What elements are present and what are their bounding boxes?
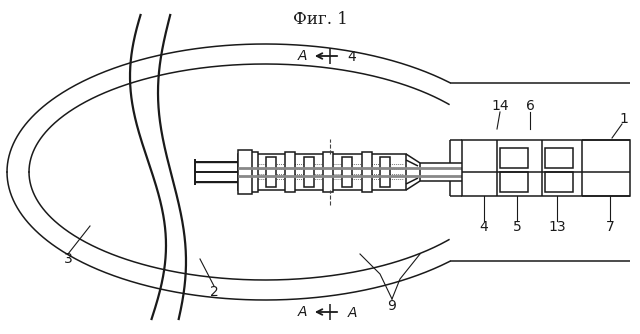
Bar bbox=[285, 152, 295, 192]
Text: 14: 14 bbox=[491, 99, 509, 113]
Bar bbox=[500, 172, 528, 192]
Text: 4: 4 bbox=[479, 220, 488, 234]
Text: A: A bbox=[297, 305, 307, 319]
Bar bbox=[304, 157, 314, 187]
Text: 6: 6 bbox=[525, 99, 534, 113]
Bar bbox=[380, 157, 390, 187]
Bar bbox=[248, 152, 258, 192]
Text: 13: 13 bbox=[548, 220, 566, 234]
Bar bbox=[545, 172, 573, 192]
Bar bbox=[266, 157, 276, 187]
Text: 1: 1 bbox=[620, 112, 628, 126]
Bar bbox=[238, 154, 406, 190]
Text: 2: 2 bbox=[210, 285, 218, 299]
Text: Фиг. 1: Фиг. 1 bbox=[292, 11, 348, 28]
Text: 3: 3 bbox=[63, 252, 72, 266]
Bar bbox=[323, 152, 333, 192]
Text: 4: 4 bbox=[348, 50, 356, 64]
Bar bbox=[342, 157, 352, 187]
Text: A: A bbox=[297, 49, 307, 63]
Bar bbox=[500, 148, 528, 168]
Text: 5: 5 bbox=[513, 220, 522, 234]
Bar bbox=[462, 140, 630, 196]
Bar bbox=[545, 148, 573, 168]
Text: 7: 7 bbox=[605, 220, 614, 234]
Bar bbox=[238, 150, 252, 194]
Text: A: A bbox=[348, 306, 356, 320]
Bar bbox=[362, 152, 372, 192]
Text: 9: 9 bbox=[388, 299, 396, 313]
